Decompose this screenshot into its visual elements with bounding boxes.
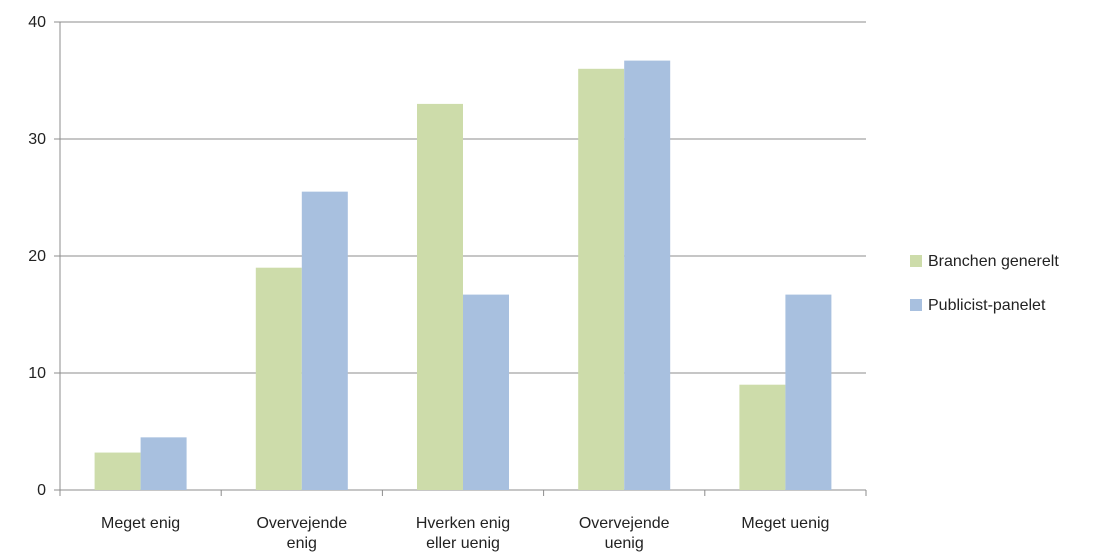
x-tick-label: uenig <box>605 535 644 552</box>
y-tick-label: 0 <box>37 482 46 499</box>
x-tick-label: Overvejende <box>579 515 670 532</box>
bar <box>255 267 302 490</box>
bar <box>301 191 348 490</box>
y-tick-label: 40 <box>28 14 46 31</box>
x-tick-label: Overvejende <box>256 515 347 532</box>
bar <box>94 452 141 490</box>
y-tick-label: 20 <box>28 248 46 265</box>
bar <box>463 294 509 490</box>
x-tick-label: Hverken enig <box>416 515 510 532</box>
y-tick-label: 10 <box>28 365 46 382</box>
x-tick-labels: Meget enig Overvejende enig Hverken enig ell… <box>101 515 829 552</box>
bars <box>94 60 832 491</box>
bar <box>739 384 786 490</box>
bar <box>417 103 463 491</box>
legend: Branchen generelt Publicist-panelet <box>910 253 1059 314</box>
legend-swatch <box>910 255 922 267</box>
y-tick-label: 30 <box>28 131 46 148</box>
bar <box>578 68 625 491</box>
legend-swatch <box>910 299 922 311</box>
legend-label: Publicist-panelet <box>928 297 1046 314</box>
legend-label: Branchen generelt <box>928 253 1059 270</box>
x-tick-label: enig <box>287 535 317 552</box>
x-tick-label: Meget uenig <box>741 515 829 532</box>
y-tick-labels: 0 10 20 30 40 <box>28 14 46 499</box>
bar <box>785 294 832 490</box>
x-tick-label: eller uenig <box>426 535 500 552</box>
bar <box>140 437 187 490</box>
x-tick-label: Meget enig <box>101 515 180 532</box>
bar <box>624 60 671 491</box>
